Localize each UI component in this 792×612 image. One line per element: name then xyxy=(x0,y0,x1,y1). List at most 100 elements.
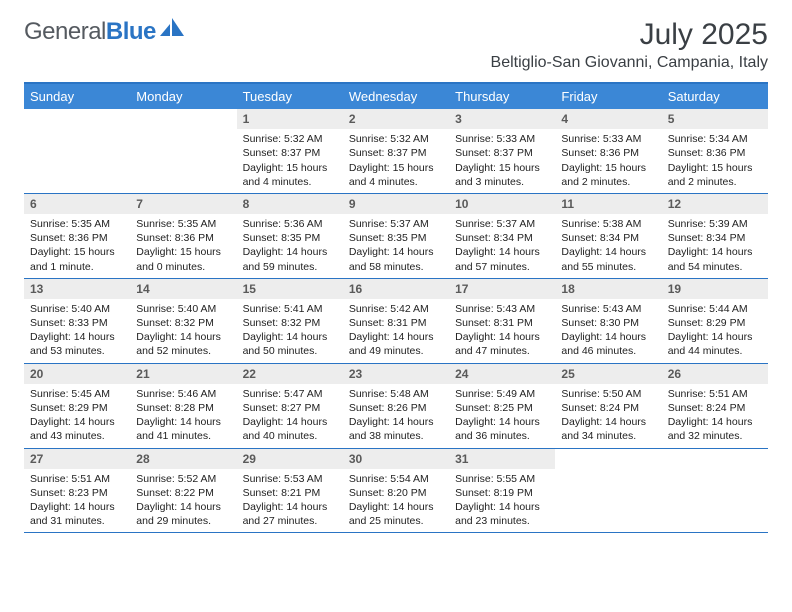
sunset-text: Sunset: 8:31 PM xyxy=(455,316,549,330)
daylight-text-1: Daylight: 14 hours xyxy=(561,245,655,259)
day-cell: 17Sunrise: 5:43 AMSunset: 8:31 PMDayligh… xyxy=(449,279,555,363)
empty-day-cell xyxy=(662,449,768,533)
day-cell: 13Sunrise: 5:40 AMSunset: 8:33 PMDayligh… xyxy=(24,279,130,363)
day-number: 14 xyxy=(130,279,236,299)
sunset-text: Sunset: 8:20 PM xyxy=(349,486,443,500)
day-number: 4 xyxy=(555,109,661,129)
week-row: 27Sunrise: 5:51 AMSunset: 8:23 PMDayligh… xyxy=(24,449,768,534)
sun-data: Sunrise: 5:33 AMSunset: 8:37 PMDaylight:… xyxy=(449,129,555,193)
sunset-text: Sunset: 8:37 PM xyxy=(349,146,443,160)
sunrise-text: Sunrise: 5:32 AM xyxy=(243,132,337,146)
sunrise-text: Sunrise: 5:44 AM xyxy=(668,302,762,316)
brand-name: GeneralBlue xyxy=(24,18,156,46)
day-cell: 7Sunrise: 5:35 AMSunset: 8:36 PMDaylight… xyxy=(130,194,236,278)
day-number: 2 xyxy=(343,109,449,129)
sunset-text: Sunset: 8:36 PM xyxy=(668,146,762,160)
day-cell: 31Sunrise: 5:55 AMSunset: 8:19 PMDayligh… xyxy=(449,449,555,533)
day-cell: 25Sunrise: 5:50 AMSunset: 8:24 PMDayligh… xyxy=(555,364,661,448)
sun-data: Sunrise: 5:54 AMSunset: 8:20 PMDaylight:… xyxy=(343,469,449,533)
daylight-text-1: Daylight: 14 hours xyxy=(668,415,762,429)
sunset-text: Sunset: 8:34 PM xyxy=(668,231,762,245)
sunrise-text: Sunrise: 5:54 AM xyxy=(349,472,443,486)
day-number: 27 xyxy=(24,449,130,469)
week-row: 20Sunrise: 5:45 AMSunset: 8:29 PMDayligh… xyxy=(24,364,768,449)
day-number: 23 xyxy=(343,364,449,384)
sunrise-text: Sunrise: 5:53 AM xyxy=(243,472,337,486)
day-number: 17 xyxy=(449,279,555,299)
sunset-text: Sunset: 8:36 PM xyxy=(561,146,655,160)
sunset-text: Sunset: 8:29 PM xyxy=(30,401,124,415)
sunrise-text: Sunrise: 5:51 AM xyxy=(668,387,762,401)
brand-logo: GeneralBlue xyxy=(24,18,186,46)
day-cell: 27Sunrise: 5:51 AMSunset: 8:23 PMDayligh… xyxy=(24,449,130,533)
sunrise-text: Sunrise: 5:35 AM xyxy=(136,217,230,231)
sunset-text: Sunset: 8:35 PM xyxy=(349,231,443,245)
day-number: 8 xyxy=(237,194,343,214)
location-subtitle: Beltiglio-San Giovanni, Campania, Italy xyxy=(491,54,768,72)
sunrise-text: Sunrise: 5:49 AM xyxy=(455,387,549,401)
daylight-text-2: and 40 minutes. xyxy=(243,429,337,443)
sun-data: Sunrise: 5:50 AMSunset: 8:24 PMDaylight:… xyxy=(555,384,661,448)
empty-day-cell xyxy=(130,109,236,193)
sunrise-text: Sunrise: 5:32 AM xyxy=(349,132,443,146)
day-header: Monday xyxy=(130,84,236,109)
daylight-text-1: Daylight: 15 hours xyxy=(349,161,443,175)
daylight-text-2: and 49 minutes. xyxy=(349,344,443,358)
daylight-text-2: and 3 minutes. xyxy=(455,175,549,189)
sun-data: Sunrise: 5:51 AMSunset: 8:23 PMDaylight:… xyxy=(24,469,130,533)
day-number: 5 xyxy=(662,109,768,129)
empty-day-cell xyxy=(24,109,130,193)
brand-name-part2: Blue xyxy=(106,18,156,45)
daylight-text-1: Daylight: 14 hours xyxy=(668,330,762,344)
day-cell: 15Sunrise: 5:41 AMSunset: 8:32 PMDayligh… xyxy=(237,279,343,363)
daylight-text-1: Daylight: 14 hours xyxy=(30,500,124,514)
weeks-container: 1Sunrise: 5:32 AMSunset: 8:37 PMDaylight… xyxy=(24,109,768,533)
day-number: 13 xyxy=(24,279,130,299)
daylight-text-2: and 29 minutes. xyxy=(136,514,230,528)
day-number: 29 xyxy=(237,449,343,469)
sun-data: Sunrise: 5:45 AMSunset: 8:29 PMDaylight:… xyxy=(24,384,130,448)
daylight-text-2: and 34 minutes. xyxy=(561,429,655,443)
day-number: 19 xyxy=(662,279,768,299)
day-cell: 28Sunrise: 5:52 AMSunset: 8:22 PMDayligh… xyxy=(130,449,236,533)
daylight-text-2: and 38 minutes. xyxy=(349,429,443,443)
day-header: Friday xyxy=(555,84,661,109)
sunrise-text: Sunrise: 5:48 AM xyxy=(349,387,443,401)
daylight-text-2: and 27 minutes. xyxy=(243,514,337,528)
day-cell: 3Sunrise: 5:33 AMSunset: 8:37 PMDaylight… xyxy=(449,109,555,193)
sunset-text: Sunset: 8:32 PM xyxy=(243,316,337,330)
daylight-text-1: Daylight: 15 hours xyxy=(668,161,762,175)
sunset-text: Sunset: 8:25 PM xyxy=(455,401,549,415)
sunrise-text: Sunrise: 5:37 AM xyxy=(455,217,549,231)
sunrise-text: Sunrise: 5:47 AM xyxy=(243,387,337,401)
title-block: July 2025 Beltiglio-San Giovanni, Campan… xyxy=(491,18,768,72)
day-cell: 8Sunrise: 5:36 AMSunset: 8:35 PMDaylight… xyxy=(237,194,343,278)
sunrise-text: Sunrise: 5:33 AM xyxy=(455,132,549,146)
sun-data: Sunrise: 5:49 AMSunset: 8:25 PMDaylight:… xyxy=(449,384,555,448)
day-header: Sunday xyxy=(24,84,130,109)
day-number: 18 xyxy=(555,279,661,299)
sun-data: Sunrise: 5:37 AMSunset: 8:35 PMDaylight:… xyxy=(343,214,449,278)
daylight-text-1: Daylight: 14 hours xyxy=(243,415,337,429)
sun-data: Sunrise: 5:40 AMSunset: 8:33 PMDaylight:… xyxy=(24,299,130,363)
day-cell: 4Sunrise: 5:33 AMSunset: 8:36 PMDaylight… xyxy=(555,109,661,193)
sun-data: Sunrise: 5:48 AMSunset: 8:26 PMDaylight:… xyxy=(343,384,449,448)
daylight-text-1: Daylight: 14 hours xyxy=(243,500,337,514)
sun-data: Sunrise: 5:52 AMSunset: 8:22 PMDaylight:… xyxy=(130,469,236,533)
day-number: 28 xyxy=(130,449,236,469)
daylight-text-2: and 25 minutes. xyxy=(349,514,443,528)
sunrise-text: Sunrise: 5:42 AM xyxy=(349,302,443,316)
sunset-text: Sunset: 8:34 PM xyxy=(455,231,549,245)
daylight-text-1: Daylight: 15 hours xyxy=(136,245,230,259)
day-header: Wednesday xyxy=(343,84,449,109)
sunset-text: Sunset: 8:30 PM xyxy=(561,316,655,330)
day-cell: 26Sunrise: 5:51 AMSunset: 8:24 PMDayligh… xyxy=(662,364,768,448)
day-cell: 18Sunrise: 5:43 AMSunset: 8:30 PMDayligh… xyxy=(555,279,661,363)
daylight-text-2: and 2 minutes. xyxy=(561,175,655,189)
daylight-text-2: and 0 minutes. xyxy=(136,260,230,274)
daylight-text-1: Daylight: 14 hours xyxy=(349,245,443,259)
sunrise-text: Sunrise: 5:43 AM xyxy=(455,302,549,316)
brand-sail-icon xyxy=(160,18,186,43)
day-number: 10 xyxy=(449,194,555,214)
daylight-text-1: Daylight: 14 hours xyxy=(561,330,655,344)
